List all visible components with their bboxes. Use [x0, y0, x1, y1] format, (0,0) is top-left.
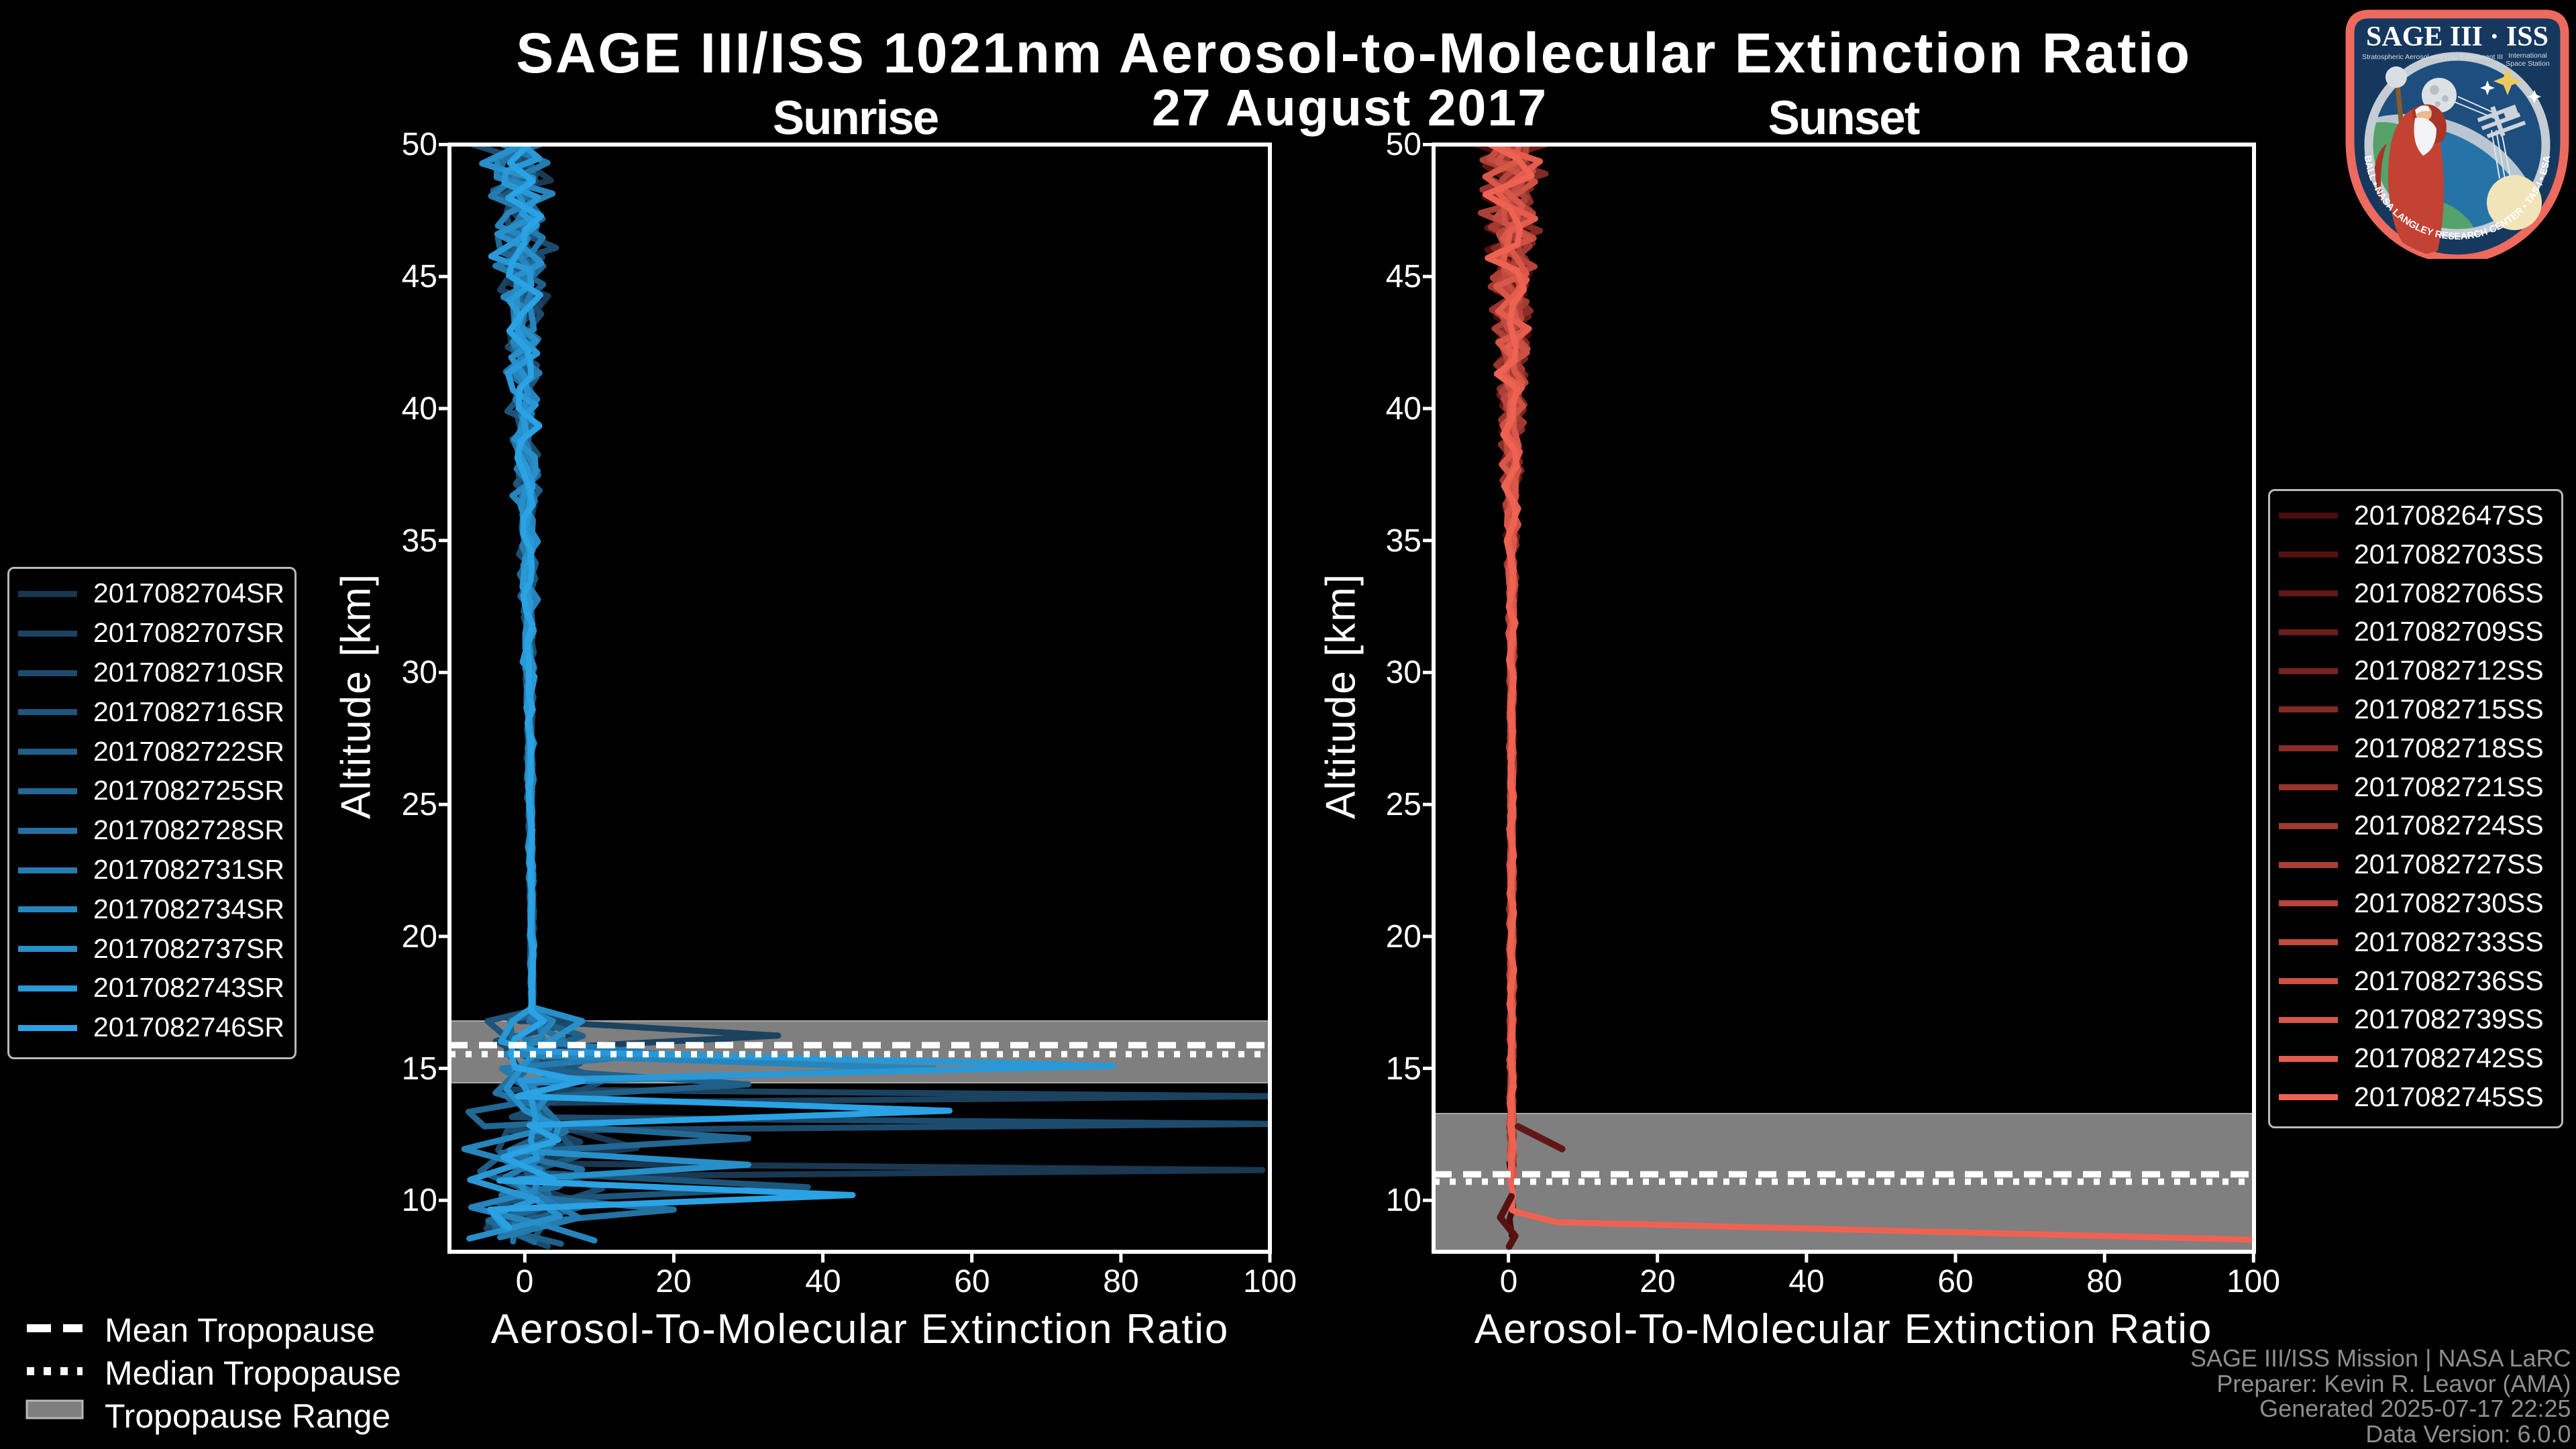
svg-text:Space Station: Space Station	[2506, 60, 2550, 68]
svg-text:International: International	[2508, 52, 2547, 60]
svg-text:SAGE III · ISS: SAGE III · ISS	[2366, 21, 2548, 52]
svg-text:Stratospheric Aerosol and Gas: Stratospheric Aerosol and Gas Experiment…	[2362, 53, 2503, 61]
